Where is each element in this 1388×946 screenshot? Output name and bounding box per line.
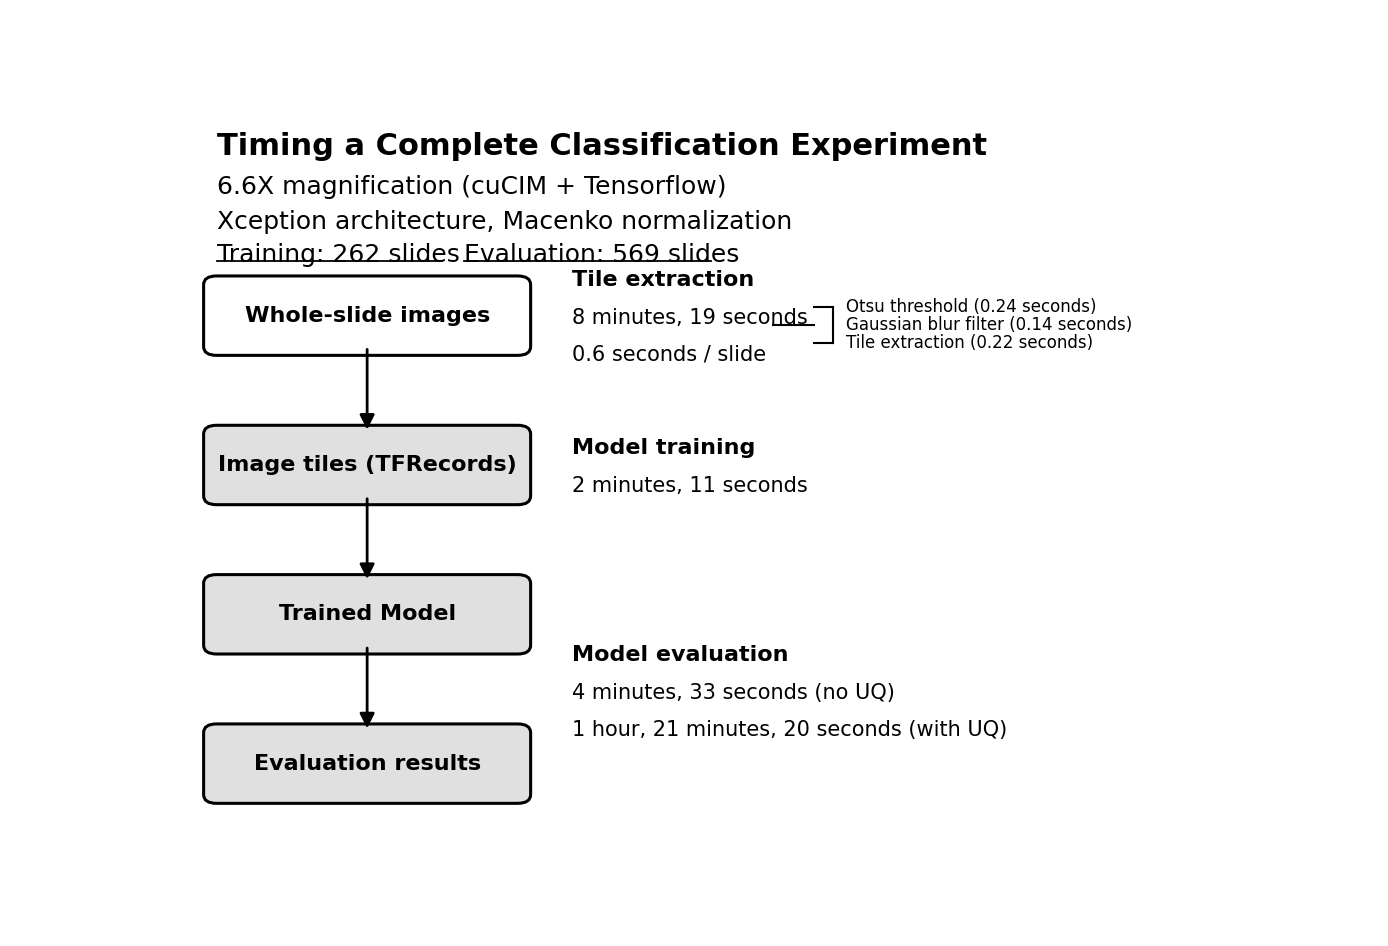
Text: Evaluation: 569 slides: Evaluation: 569 slides [464, 243, 740, 267]
Text: Model training: Model training [572, 438, 755, 458]
Text: Xception architecture, Macenko normalization: Xception architecture, Macenko normaliza… [217, 210, 791, 234]
Text: 0.6 seconds / slide: 0.6 seconds / slide [572, 344, 766, 364]
Text: Gaussian blur filter (0.14 seconds): Gaussian blur filter (0.14 seconds) [845, 316, 1133, 334]
FancyBboxPatch shape [204, 276, 530, 356]
Text: 4 minutes, 33 seconds (no UQ): 4 minutes, 33 seconds (no UQ) [572, 683, 894, 703]
FancyBboxPatch shape [204, 724, 530, 803]
Text: Timing a Complete Classification Experiment: Timing a Complete Classification Experim… [217, 131, 987, 161]
Text: Image tiles (TFRecords): Image tiles (TFRecords) [218, 455, 516, 475]
Text: Trained Model: Trained Model [279, 604, 455, 624]
Text: 8 minutes, 19 seconds: 8 minutes, 19 seconds [572, 308, 808, 328]
Text: Evaluation results: Evaluation results [254, 754, 480, 774]
Text: Tile extraction (0.22 seconds): Tile extraction (0.22 seconds) [845, 334, 1092, 352]
Text: 2 minutes, 11 seconds: 2 minutes, 11 seconds [572, 476, 808, 496]
Text: 6.6X magnification (cuCIM + Tensorflow): 6.6X magnification (cuCIM + Tensorflow) [217, 175, 726, 200]
Text: Training: 262 slides: Training: 262 slides [217, 243, 459, 267]
Text: Otsu threshold (0.24 seconds): Otsu threshold (0.24 seconds) [845, 298, 1097, 316]
FancyBboxPatch shape [204, 574, 530, 654]
Text: Tile extraction: Tile extraction [572, 271, 754, 290]
Text: 1 hour, 21 minutes, 20 seconds (with UQ): 1 hour, 21 minutes, 20 seconds (with UQ) [572, 720, 1006, 740]
Text: Whole-slide images: Whole-slide images [244, 306, 490, 325]
FancyBboxPatch shape [204, 426, 530, 504]
Text: Model evaluation: Model evaluation [572, 645, 788, 665]
